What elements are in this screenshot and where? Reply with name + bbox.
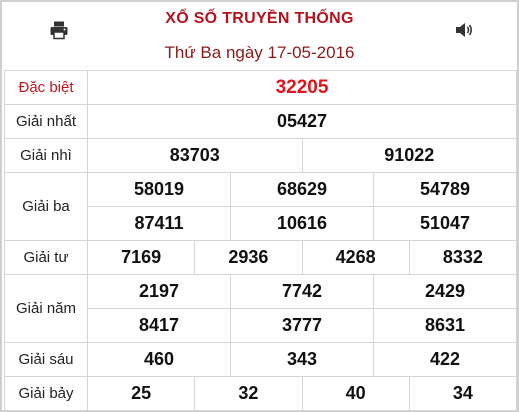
prize-number: 87411 <box>134 213 184 233</box>
prize-number: 68629 <box>230 173 373 206</box>
prize-number: 7742 <box>230 275 373 308</box>
prize-cell: 2197 7742 2429 8417 3777 8631 <box>87 274 517 343</box>
special-number: 32205 <box>87 70 517 105</box>
prize-number: 8631 <box>373 309 516 342</box>
row-first: Giải nhất 05427 <box>4 104 517 139</box>
row-second: Giải nhì 83703 91022 <box>4 138 517 173</box>
row-sixth: Giải sáu 460 343 422 <box>4 342 517 377</box>
prize-number: 460 <box>143 349 175 369</box>
prize-number: 34 <box>408 377 516 410</box>
prize-label: Giải nhất <box>4 104 88 139</box>
prize-number: 32 <box>194 377 301 410</box>
row-third: Giải ba 58019 68629 54789 87411 10616 51… <box>4 172 517 241</box>
prize-number: 51047 <box>373 207 516 240</box>
prize-label: Giải tư <box>4 240 88 275</box>
prize-number: 8417 <box>138 315 180 335</box>
draw-date: Thứ Ba ngày 17-05-2016 <box>164 43 355 62</box>
speaker-icon[interactable] <box>452 18 476 42</box>
prize-number: 40 <box>301 377 409 410</box>
prize-label: Giải nhì <box>4 138 88 173</box>
prize-number: 91022 <box>301 139 517 172</box>
row-fifth: Giải năm 2197 7742 2429 8417 3777 8631 <box>4 274 517 343</box>
prize-number: 8332 <box>408 241 516 274</box>
row-seventh: Giải bảy 25 32 40 34 <box>4 376 517 411</box>
prize-number: 4268 <box>301 241 409 274</box>
printer-icon[interactable] <box>47 18 71 42</box>
prize-label: Giải sáu <box>4 342 88 377</box>
row-special: Đặc biệt 32205 <box>4 70 517 105</box>
prize-label: Giải ba <box>4 172 88 241</box>
prize-number: 343 <box>230 343 373 376</box>
prize-number: 83703 <box>169 145 220 165</box>
prize-cell: 25 32 40 34 <box>87 376 517 411</box>
prize-number: 3777 <box>230 309 373 342</box>
prize-cell: 58019 68629 54789 87411 10616 51047 <box>87 172 517 241</box>
prize-number: 58019 <box>133 179 185 199</box>
prize-label: Giải năm <box>4 274 88 343</box>
prize-number: 2936 <box>194 241 301 274</box>
prize-number: 2429 <box>373 275 516 308</box>
page-title: XỔ SỐ TRUYỀN THỐNG <box>165 10 354 27</box>
prize-number: 25 <box>131 383 152 403</box>
prize-cell: 460 343 422 <box>87 342 517 377</box>
results-table: Đặc biệt 32205 Giải nhất 05427 Giải nhì … <box>4 70 517 411</box>
prize-number: 54789 <box>373 173 516 206</box>
prize-number: 05427 <box>87 104 517 139</box>
prize-number: 2197 <box>138 281 180 301</box>
prize-number: 7169 <box>121 247 162 267</box>
prize-label: Giải bảy <box>4 376 88 411</box>
prize-number: 10616 <box>230 207 373 240</box>
prize-number: 422 <box>373 343 516 376</box>
prize-label: Đặc biệt <box>4 70 88 105</box>
prize-cell: 7169 2936 4268 8332 <box>87 240 517 275</box>
row-fourth: Giải tư 7169 2936 4268 8332 <box>4 240 517 275</box>
header: XỔ SỐ TRUYỀN THỐNG Thứ Ba ngày 17-05-201… <box>2 2 517 70</box>
prize-cell: 83703 91022 <box>87 138 517 173</box>
